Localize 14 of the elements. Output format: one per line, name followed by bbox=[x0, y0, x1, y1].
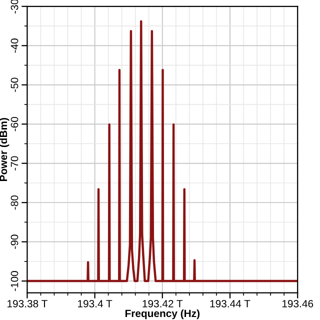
x-tick-label: 193.44 T bbox=[210, 300, 250, 308]
y-tick-label: -60 bbox=[10, 116, 18, 132]
x-tick-label: 193.4 T bbox=[78, 300, 112, 308]
y-tick-label: -50 bbox=[10, 78, 18, 92]
y-tick-label: -40 bbox=[10, 38, 18, 53]
x-tick-label: 193.38 T bbox=[8, 300, 48, 308]
line-series bbox=[27, 20, 298, 282]
x-axis-title: Frequency (Hz) bbox=[125, 309, 200, 320]
y-tick-label: -70 bbox=[10, 156, 18, 170]
x-tick-label: 193.46 bbox=[282, 300, 314, 308]
x-tick-label: 193.42 T bbox=[142, 300, 183, 308]
y-tick-label: -90 bbox=[10, 234, 18, 249]
y-tick-label: -100 bbox=[10, 271, 18, 291]
y-tick-label: -80 bbox=[10, 195, 18, 210]
